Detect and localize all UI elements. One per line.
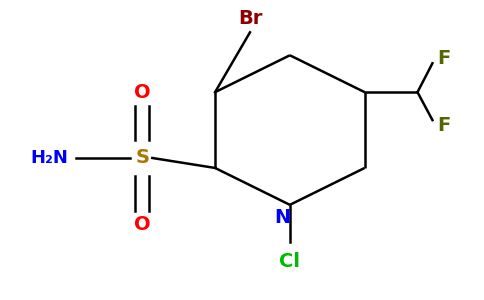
Text: F: F: [438, 116, 451, 135]
Text: Br: Br: [238, 9, 262, 28]
Text: F: F: [438, 49, 451, 68]
Text: Cl: Cl: [279, 252, 301, 271]
Text: N: N: [274, 208, 290, 227]
Text: S: S: [136, 148, 149, 167]
Text: H₂N: H₂N: [30, 149, 69, 167]
Text: O: O: [134, 83, 151, 102]
Text: O: O: [134, 215, 151, 234]
